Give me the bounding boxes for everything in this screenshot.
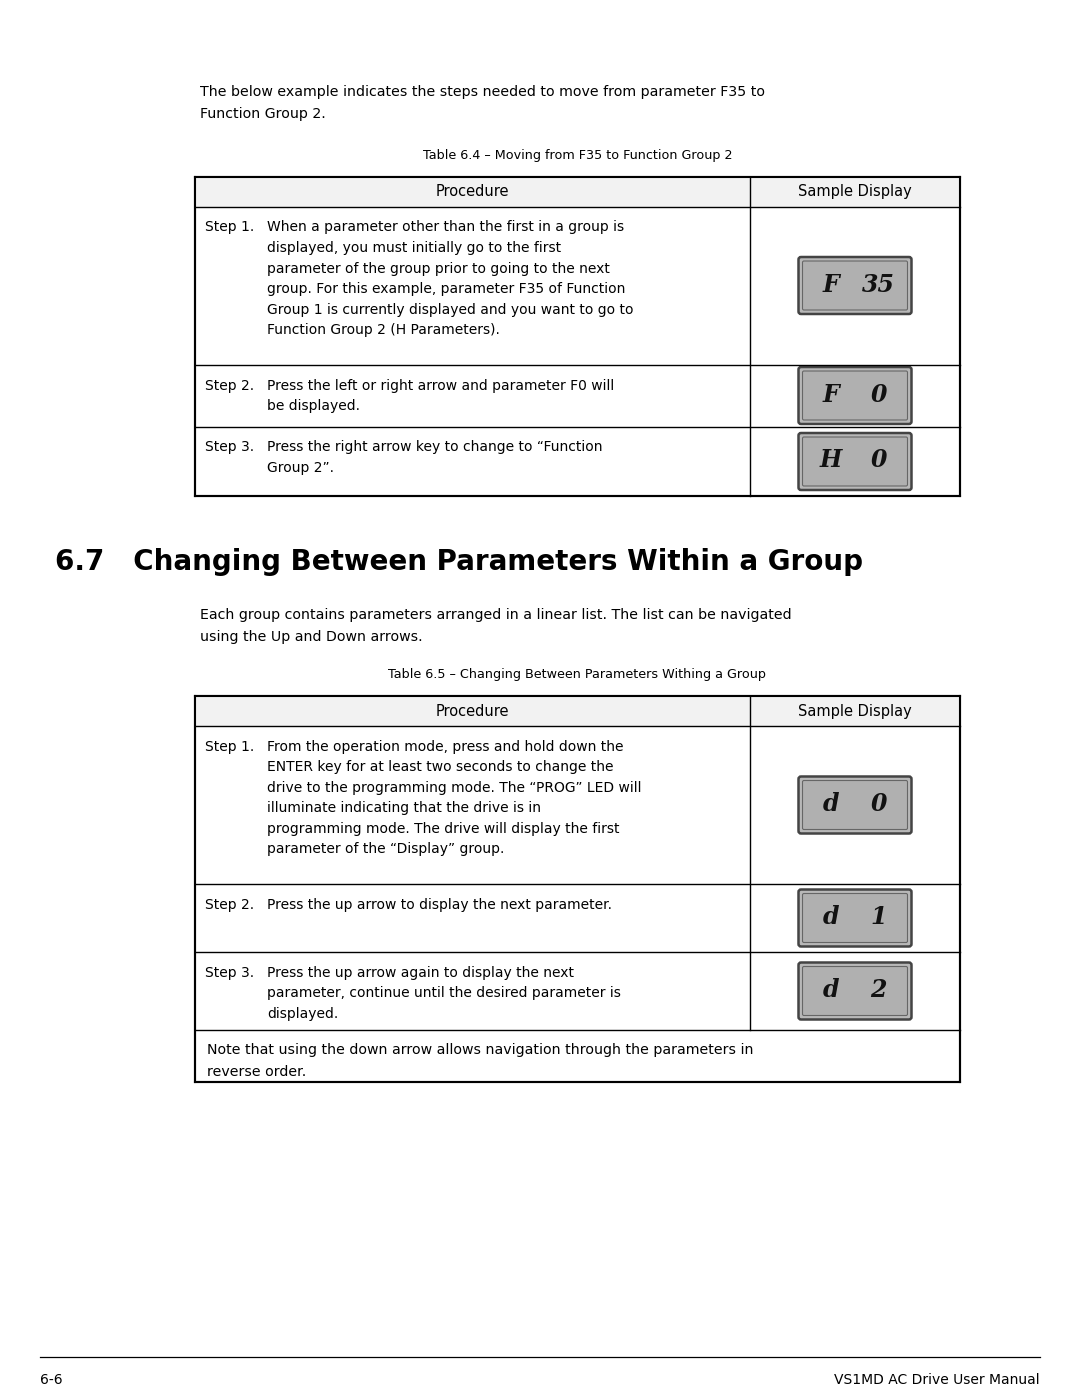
Text: 6.7   Changing Between Parameters Within a Group: 6.7 Changing Between Parameters Within a… (55, 549, 863, 577)
Bar (195, 177, 960, 207)
Text: Sample Display: Sample Display (798, 184, 912, 200)
Text: Function Group 2.: Function Group 2. (200, 108, 326, 122)
Text: Step 2.: Step 2. (205, 898, 254, 912)
Text: 2: 2 (870, 978, 887, 1002)
FancyBboxPatch shape (802, 261, 907, 310)
Text: Function Group 2 (H Parameters).: Function Group 2 (H Parameters). (267, 323, 500, 337)
FancyBboxPatch shape (798, 433, 912, 490)
Text: Step 3.: Step 3. (205, 440, 254, 454)
Text: parameter, continue until the desired parameter is: parameter, continue until the desired pa… (267, 986, 621, 1000)
Text: 35: 35 (862, 272, 895, 296)
Text: 6-6: 6-6 (40, 1373, 63, 1387)
Text: Group 2”.: Group 2”. (267, 461, 334, 475)
Text: The below example indicates the steps needed to move from parameter F35 to: The below example indicates the steps ne… (200, 85, 765, 99)
FancyBboxPatch shape (798, 890, 912, 947)
Text: Press the up arrow again to display the next: Press the up arrow again to display the … (267, 965, 573, 981)
Text: Step 3.: Step 3. (205, 965, 254, 981)
Text: Group 1 is currently displayed and you want to go to: Group 1 is currently displayed and you w… (267, 303, 634, 317)
Text: 1: 1 (870, 905, 887, 929)
Text: 0: 0 (870, 383, 887, 407)
Text: parameter of the group prior to going to the next: parameter of the group prior to going to… (267, 261, 610, 275)
FancyBboxPatch shape (798, 257, 912, 314)
Text: Table 6.4 – Moving from F35 to Function Group 2: Table 6.4 – Moving from F35 to Function … (422, 149, 732, 162)
Text: reverse order.: reverse order. (207, 1065, 307, 1078)
Text: d: d (823, 792, 839, 816)
Text: Procedure: Procedure (435, 704, 510, 718)
FancyBboxPatch shape (802, 372, 907, 420)
Bar (195, 177, 960, 496)
Text: Note that using the down arrow allows navigation through the parameters in: Note that using the down arrow allows na… (207, 1044, 754, 1058)
Text: be displayed.: be displayed. (267, 400, 360, 414)
Text: Table 6.5 – Changing Between Parameters Withing a Group: Table 6.5 – Changing Between Parameters … (389, 669, 767, 682)
Text: 0: 0 (870, 448, 887, 472)
Text: Step 1.: Step 1. (205, 221, 254, 235)
Text: d: d (823, 905, 839, 929)
Text: H: H (820, 448, 842, 472)
Bar (195, 697, 960, 1083)
Text: When a parameter other than the first in a group is: When a parameter other than the first in… (267, 221, 624, 235)
Text: Press the up arrow to display the next parameter.: Press the up arrow to display the next p… (267, 898, 612, 912)
Text: Sample Display: Sample Display (798, 704, 912, 718)
Text: VS1MD AC Drive User Manual: VS1MD AC Drive User Manual (835, 1373, 1040, 1387)
FancyBboxPatch shape (798, 963, 912, 1020)
Text: illuminate indicating that the drive is in: illuminate indicating that the drive is … (267, 802, 541, 816)
Text: F: F (823, 272, 839, 296)
Text: Procedure: Procedure (435, 184, 510, 200)
FancyBboxPatch shape (798, 367, 912, 425)
Text: d: d (823, 978, 839, 1002)
Text: Press the right arrow key to change to “Function: Press the right arrow key to change to “… (267, 440, 603, 454)
Text: displayed.: displayed. (267, 1007, 338, 1021)
Text: 0: 0 (870, 792, 887, 816)
Text: Step 1.: Step 1. (205, 740, 254, 754)
FancyBboxPatch shape (798, 777, 912, 834)
Text: programming mode. The drive will display the first: programming mode. The drive will display… (267, 821, 620, 835)
FancyBboxPatch shape (802, 781, 907, 830)
Text: using the Up and Down arrows.: using the Up and Down arrows. (200, 630, 422, 644)
FancyBboxPatch shape (802, 967, 907, 1016)
Text: Step 2.: Step 2. (205, 379, 254, 393)
Text: From the operation mode, press and hold down the: From the operation mode, press and hold … (267, 740, 623, 754)
Text: group. For this example, parameter F35 of Function: group. For this example, parameter F35 o… (267, 282, 625, 296)
Bar (195, 697, 960, 726)
Text: ENTER key for at least two seconds to change the: ENTER key for at least two seconds to ch… (267, 760, 613, 774)
FancyBboxPatch shape (802, 437, 907, 486)
Text: Each group contains parameters arranged in a linear list. The list can be naviga: Each group contains parameters arranged … (200, 609, 792, 623)
Text: displayed, you must initially go to the first: displayed, you must initially go to the … (267, 242, 562, 256)
Text: Press the left or right arrow and parameter F0 will: Press the left or right arrow and parame… (267, 379, 615, 393)
Text: drive to the programming mode. The “PROG” LED will: drive to the programming mode. The “PROG… (267, 781, 642, 795)
Text: F: F (823, 383, 839, 407)
FancyBboxPatch shape (802, 894, 907, 943)
Text: parameter of the “Display” group.: parameter of the “Display” group. (267, 842, 504, 856)
